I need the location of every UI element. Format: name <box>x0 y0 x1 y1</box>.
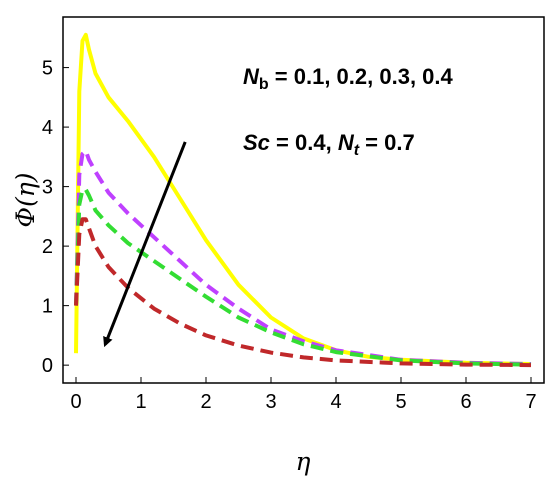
y-tick-label: 0 <box>42 355 53 377</box>
sc-symbol: Sc <box>243 130 270 155</box>
nb-subscript: b <box>259 76 269 93</box>
annotation-line-1: Nb = 0.1, 0.2, 0.3, 0.4 <box>243 64 454 93</box>
nb-symbol: N <box>243 64 260 89</box>
series-line-4 <box>74 217 532 368</box>
x-axis-title: η <box>296 447 311 476</box>
x-tick-label: 6 <box>460 391 471 413</box>
direction-arrow <box>103 141 187 348</box>
x-tick-label: 4 <box>330 391 341 413</box>
x-tick-label: 3 <box>265 391 276 413</box>
x-tick-label: 1 <box>135 391 146 413</box>
nt-subscript: t <box>354 142 360 159</box>
x-tick-label: 5 <box>395 391 406 413</box>
y-tick-label: 5 <box>42 58 53 80</box>
annotation-line-2: Sc = 0.4, Nt = 0.7 <box>243 130 415 159</box>
plot-frame <box>62 16 545 384</box>
tick-layer: 0 1 2 3 4 5 6 7 0 1 2 3 4 5 <box>42 58 537 413</box>
sc-value: = 0.4, <box>270 130 338 155</box>
nb-values: = 0.1, 0.2, 0.3, 0.4 <box>269 64 454 89</box>
x-tick-label: 7 <box>525 391 536 413</box>
y-tick-label: 2 <box>42 236 53 258</box>
series-line-2 <box>74 148 532 366</box>
nt-symbol: N <box>338 130 355 155</box>
x-tick-label: 0 <box>70 391 81 413</box>
series-layer <box>74 32 532 368</box>
y-axis-title: Φ(η) <box>11 173 40 228</box>
nt-value: = 0.7 <box>359 130 415 155</box>
x-tick-label: 2 <box>200 391 211 413</box>
y-tick-label: 1 <box>42 296 53 318</box>
series-line-1 <box>74 32 532 366</box>
y-tick-label: 4 <box>42 117 53 139</box>
y-tick-label: 3 <box>42 177 53 199</box>
